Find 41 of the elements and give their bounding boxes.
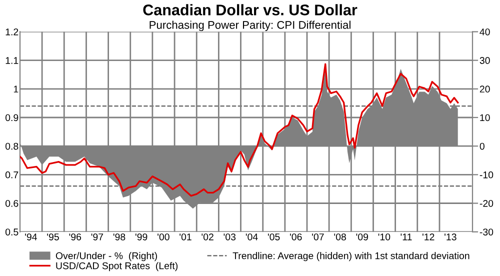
y2-tick-label: 30 [480, 57, 490, 64]
y2-tick-label: 0 [480, 142, 484, 150]
x-tick-label: '94 [25, 233, 37, 240]
x-tick-label: '12 [422, 233, 434, 240]
legend-label: USD/CAD Spot Rates (Left) [56, 262, 178, 272]
x-tick-label: '06 [290, 233, 302, 240]
y2-tick-label: 20 [480, 86, 490, 93]
y2-tick-label: 40 [480, 28, 490, 36]
y-tick-label: 0.9 [5, 114, 18, 122]
y2-tick-label: -10 [480, 171, 494, 178]
y2-tick-label: -20 [480, 200, 494, 207]
x-tick-label: '09 [356, 233, 368, 240]
y-tick-label: 0.7 [5, 171, 18, 178]
x-tick-label: '08 [334, 233, 346, 240]
x-tick-label: '02 [202, 233, 214, 240]
x-tick-label: '04 [246, 233, 258, 240]
x-tick-label: '00 [158, 233, 170, 240]
x-tick-label: '99 [135, 233, 148, 240]
y-tick-label: 0.5 [5, 228, 18, 236]
x-tick-label: '98 [113, 233, 126, 240]
y2-tick-label: 10 [480, 114, 490, 122]
y2-tick-label: -30 [480, 228, 494, 236]
x-tick-label: '03 [224, 233, 236, 240]
legend-label: Over/Under - % (Right) [56, 252, 157, 262]
y-tick-label: 0.6 [5, 200, 18, 207]
x-tick-label: '96 [69, 233, 82, 240]
chart-subtitle: Purchasing Power Parity: CPI Differential [150, 20, 350, 32]
x-tick-label: '07 [312, 233, 324, 240]
legend-label: Trendline: Average (hidden) with 1st standard deviation [232, 252, 470, 262]
y-tick-label: 0.8 [5, 142, 18, 150]
y-tick-label: 1.1 [6, 57, 18, 64]
x-tick-label: '13 [444, 233, 456, 240]
chart-title: Canadian Dollar vs. US Dollar [143, 4, 358, 16]
y-tick-label: 1 [14, 86, 18, 92]
y-tick-label: 1.2 [6, 28, 18, 36]
x-tick-label: '11 [400, 234, 412, 240]
x-tick-label: '95 [47, 233, 59, 240]
x-tick-label: '97 [91, 233, 104, 240]
x-tick-label: '05 [268, 233, 280, 240]
x-tick-label: '01 [180, 233, 192, 240]
x-tick-label: '10 [378, 233, 390, 240]
